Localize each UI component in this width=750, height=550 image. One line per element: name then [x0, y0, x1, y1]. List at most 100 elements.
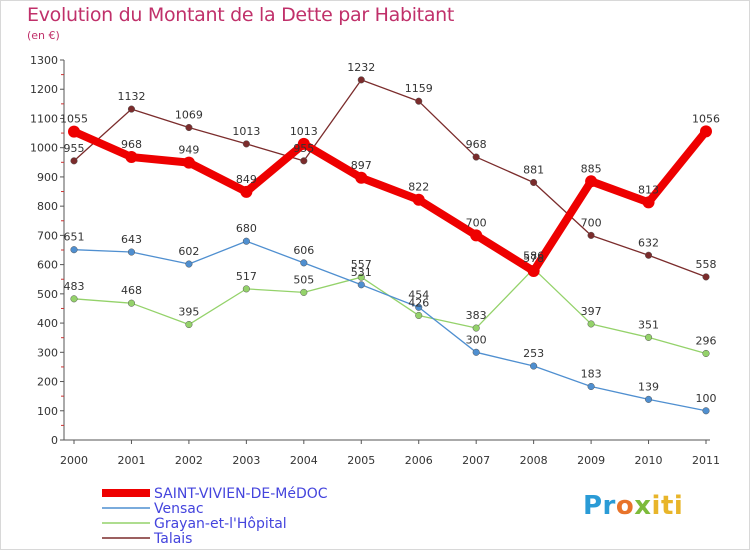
data-point — [182, 156, 195, 169]
data-label: 139 — [638, 380, 659, 393]
y-tick-label: 300 — [37, 346, 58, 359]
data-point — [357, 76, 365, 84]
data-label: 426 — [408, 296, 429, 309]
x-tick-label: 2010 — [635, 454, 663, 467]
data-label: 578 — [523, 252, 544, 265]
data-point — [587, 231, 595, 239]
y-tick-label: 1300 — [30, 54, 58, 67]
data-label: 643 — [121, 233, 142, 246]
data-point — [472, 324, 480, 332]
data-label: 897 — [351, 159, 372, 172]
data-point — [127, 105, 136, 113]
data-point — [587, 320, 595, 328]
series-line-3 — [73, 79, 707, 278]
data-label: 505 — [293, 273, 314, 286]
data-label: 968 — [466, 138, 487, 151]
x-tick-label: 2005 — [347, 454, 375, 467]
y-tick-label: 400 — [37, 317, 58, 330]
data-point — [242, 140, 250, 148]
data-label: 300 — [466, 333, 487, 346]
data-point — [127, 299, 136, 307]
data-label: 253 — [523, 347, 544, 360]
y-tick-label: 500 — [37, 288, 58, 301]
data-point — [357, 281, 365, 289]
data-label: 602 — [178, 245, 199, 258]
data-point — [642, 196, 655, 209]
data-label: 1056 — [692, 112, 720, 125]
y-tick-label: 1100 — [30, 112, 58, 125]
data-label: 1159 — [405, 82, 433, 95]
x-tick-label: 2000 — [60, 454, 88, 467]
data-label: 1132 — [117, 90, 145, 103]
chart-subtitle: (en €) — [27, 29, 60, 42]
data-point — [702, 349, 710, 358]
proxiti-logo: Proxiti — [583, 491, 683, 521]
data-point — [68, 125, 80, 138]
data-label: 517 — [236, 270, 257, 283]
data-label: 183 — [581, 368, 602, 381]
data-label: 1055 — [60, 113, 88, 126]
data-label: 955 — [293, 142, 314, 155]
data-point — [297, 137, 310, 150]
data-label: 557 — [351, 258, 372, 271]
legend-label: Vensac — [154, 501, 204, 517]
y-tick-label: 1000 — [30, 142, 58, 155]
logo-part-3: x — [634, 491, 652, 521]
data-label: 468 — [121, 284, 142, 297]
y-tick-label: 700 — [37, 229, 58, 242]
data-label: 1069 — [175, 109, 203, 122]
y-tick-label: 100 — [37, 405, 58, 418]
y-tick-label: 900 — [37, 171, 58, 184]
chart-title: Evolution du Montant de la Dette par Hab… — [27, 4, 455, 26]
x-tick-label: 2008 — [520, 454, 548, 467]
data-point — [585, 175, 598, 188]
x-tick-label: 2007 — [462, 454, 490, 467]
data-label: 586 — [523, 250, 544, 263]
legend-label: SAINT-VIVIEN-DE-MéDOC — [154, 486, 328, 502]
data-label: 885 — [581, 162, 602, 175]
y-tick-label: 800 — [37, 200, 58, 213]
data-point — [300, 259, 308, 267]
data-label: 651 — [64, 231, 85, 244]
x-tick-label: 2011 — [692, 454, 720, 467]
data-point — [644, 333, 653, 341]
data-label: 968 — [121, 138, 142, 151]
data-point — [530, 178, 538, 187]
data-label: 949 — [178, 144, 199, 157]
data-point — [242, 285, 250, 293]
data-label: 813 — [638, 183, 659, 196]
data-label: 849 — [236, 173, 257, 186]
data-label: 1013 — [232, 125, 260, 138]
data-point — [530, 362, 538, 370]
data-point — [70, 246, 78, 254]
y-tick-label: 200 — [37, 376, 58, 389]
data-label: 483 — [64, 280, 85, 293]
data-point — [527, 265, 540, 278]
data-label: 632 — [638, 236, 659, 249]
data-point — [702, 407, 710, 415]
series-line-1 — [73, 240, 707, 412]
data-point — [357, 273, 365, 281]
legend-label: Talais — [153, 531, 192, 547]
data-point — [415, 97, 423, 105]
logo-part-2: o — [615, 491, 635, 521]
data-label: 531 — [351, 266, 372, 279]
data-label: 680 — [236, 222, 257, 235]
logo-part-4: iti — [651, 491, 684, 521]
x-tick-label: 2003 — [232, 454, 260, 467]
data-point — [587, 382, 595, 391]
data-label: 881 — [523, 163, 544, 176]
x-tick-label: 2002 — [175, 454, 203, 467]
data-point — [415, 311, 423, 320]
data-point — [125, 151, 138, 164]
data-label: 558 — [696, 258, 717, 271]
data-point — [470, 229, 483, 242]
data-label: 351 — [638, 318, 659, 331]
data-point — [472, 153, 480, 161]
data-point — [70, 295, 78, 303]
data-label: 700 — [466, 216, 487, 229]
x-tick-label: 2009 — [577, 454, 605, 467]
data-label: 1013 — [290, 125, 318, 138]
x-tick-label: 2006 — [405, 454, 433, 467]
